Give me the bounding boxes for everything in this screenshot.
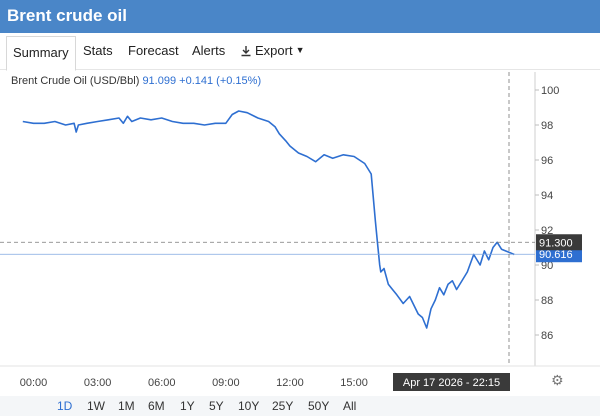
header-bar: Brent crude oil (0, 0, 600, 33)
caret-down-icon: ▼ (295, 45, 305, 55)
range-6m[interactable]: 6M (148, 399, 165, 413)
page-title: Brent crude oil (7, 6, 127, 25)
settings-gear-icon[interactable]: ⚙ (551, 372, 564, 388)
y-tick-label: 100 (541, 85, 559, 97)
x-tick-label: 00:00 (20, 377, 48, 389)
price-change: +0.141 (179, 75, 214, 87)
y-tick-label: 96 (541, 155, 553, 167)
y-tick-label: 88 (541, 295, 553, 307)
range-selector: 1D 1W 1M 6M 1Y 5Y 10Y 25Y 50Y All (0, 396, 600, 416)
current-price-label: 90.616 (539, 249, 573, 261)
chart-subtitle: Brent Crude Oil (USD/Bbl) 91.099 +0.141 … (11, 75, 261, 87)
cursor-date-label: Apr 17 2026 - 22:15 (403, 377, 500, 389)
tab-forecast[interactable]: Forecast (128, 43, 179, 58)
range-1y[interactable]: 1Y (180, 399, 195, 413)
y-tick-label: 90 (541, 260, 553, 272)
x-tick-label: 06:00 (148, 377, 176, 389)
range-1w[interactable]: 1W (87, 399, 105, 413)
tab-bar: Summary Stats Forecast Alerts Export ▼ (0, 33, 600, 71)
crosshair-price-label: 91.300 (539, 237, 573, 249)
price-chart[interactable]: 86 88 90 92 94 96 98 100 00:00 03:00 06:00 09:00 12:… (0, 0, 600, 396)
y-tick-label: 94 (541, 190, 553, 202)
price-line (22, 110, 515, 329)
range-25y[interactable]: 25Y (272, 399, 294, 413)
x-tick-label: 09:00 (212, 377, 240, 389)
y-tick-label: 98 (541, 120, 553, 132)
download-icon (241, 45, 251, 56)
range-1m[interactable]: 1M (118, 399, 135, 413)
chart-grid (0, 72, 600, 367)
tab-export[interactable]: Export ▼ (240, 33, 305, 68)
x-tick-label: 15:00 (340, 377, 368, 389)
price-series (22, 110, 515, 329)
tab-alerts[interactable]: Alerts (192, 43, 226, 58)
chart-overlays (0, 72, 535, 366)
tab-summary[interactable]: Summary (6, 36, 76, 71)
instrument-name: Brent Crude Oil (USD/Bbl) (11, 75, 140, 87)
range-50y[interactable]: 50Y (308, 399, 330, 413)
last-price: 91.099 (142, 75, 177, 87)
y-tick-label: 86 (541, 330, 553, 342)
chart-labels: 86 88 90 92 94 96 98 100 00:00 03:00 06:00 09:00 12:… (20, 85, 582, 391)
range-5y[interactable]: 5Y (209, 399, 224, 413)
x-tick-label: 12:00 (276, 377, 304, 389)
tab-export-label: Export (255, 43, 293, 58)
range-all[interactable]: All (343, 399, 357, 413)
range-1d[interactable]: 1D (57, 399, 73, 413)
range-10y[interactable]: 10Y (238, 399, 260, 413)
y-tick-label: 92 (541, 225, 553, 237)
price-change-pct: (+0.15%) (216, 75, 262, 87)
crosshair-price-box (536, 234, 582, 251)
cursor-date-box (393, 373, 510, 391)
tab-stats[interactable]: Stats (83, 43, 113, 58)
x-tick-label: 03:00 (84, 377, 112, 389)
